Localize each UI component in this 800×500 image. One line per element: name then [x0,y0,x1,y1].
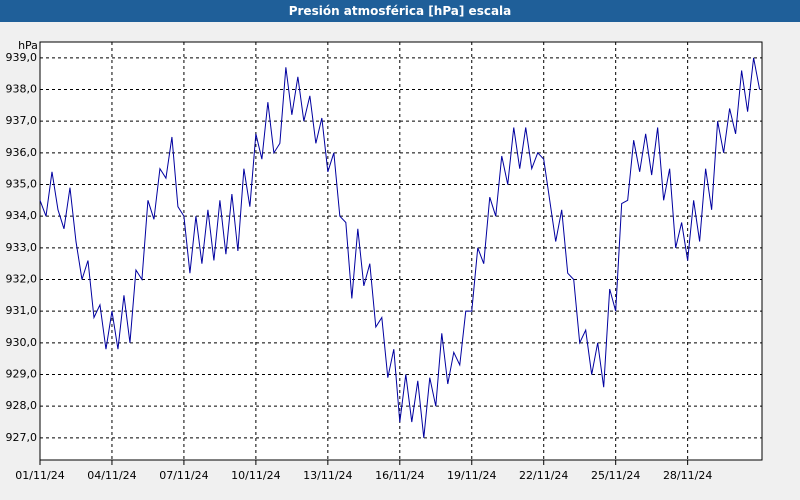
x-tick-label: 19/11/24 [447,469,496,482]
y-tick-label: 933,0 [6,241,38,254]
y-tick-label: 931,0 [6,304,38,317]
y-tick-label: 934,0 [6,209,38,222]
y-axis-label: hPa [18,39,38,52]
x-tick-label: 13/11/24 [303,469,352,482]
x-tick-label: 04/11/24 [87,469,136,482]
x-tick-label: 25/11/24 [591,469,640,482]
y-tick-label: 929,0 [6,368,38,381]
y-tick-label: 936,0 [6,146,38,159]
x-tick-label: 07/11/24 [159,469,208,482]
chart-title: Presión atmosférica [hPa] escala [0,0,800,22]
x-tick-label: 22/11/24 [519,469,568,482]
x-tick-label: 28/11/24 [663,469,712,482]
y-tick-label: 939,0 [6,51,38,64]
y-tick-label: 928,0 [6,399,38,412]
y-tick-label: 930,0 [6,336,38,349]
x-tick-label: 10/11/24 [231,469,280,482]
x-tick-label: 01/11/24 [15,469,64,482]
y-tick-label: 927,0 [6,431,38,444]
y-tick-label: 938,0 [6,83,38,96]
y-tick-label: 935,0 [6,178,38,191]
y-tick-label: 932,0 [6,273,38,286]
y-tick-label: 937,0 [6,114,38,127]
data-line [39,57,761,438]
plot-area [39,41,763,461]
x-tick-label: 16/11/24 [375,469,424,482]
